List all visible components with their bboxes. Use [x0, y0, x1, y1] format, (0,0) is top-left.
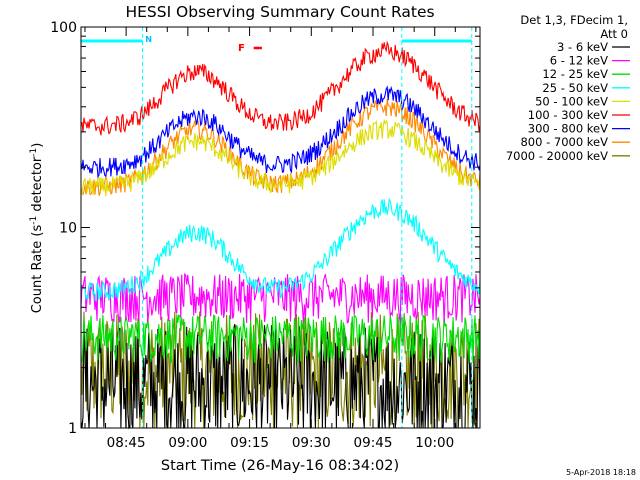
generation-date: 5-Apr-2018 18:18 [566, 468, 636, 477]
series-line-0 [80, 324, 481, 430]
y-tick-label-100: 100 [50, 20, 77, 36]
data-layer: NF [80, 27, 481, 430]
axes: 1 10 100 08:45 09:00 09:15 09:30 09:45 10:00 [50, 20, 481, 451]
x-tick-label-0945: 09:45 [354, 435, 393, 451]
series-line-1 [80, 272, 481, 324]
series-line-3 [80, 197, 481, 301]
legend-header-2: Att 0 [600, 27, 628, 41]
legend-label-6: 300 - 800 keV [528, 122, 608, 136]
legend-label-0: 3 - 6 keV [557, 40, 608, 54]
y-axis-label: Count Rate (s-1 detector-1) [29, 143, 45, 314]
x-tick-label-0845: 08:45 [107, 435, 146, 451]
legend-label-1: 6 - 12 keV [550, 54, 608, 68]
y-tick-label-1: 1 [68, 421, 77, 437]
x-axis-label: Start Time (26-May-16 08:34:02) [161, 458, 399, 474]
legend-label-4: 50 - 100 keV [535, 94, 608, 108]
x-tick-label-0900: 09:00 [168, 435, 207, 451]
series-line-6 [80, 85, 481, 179]
annotation-label-1: F [238, 43, 245, 54]
x-tick-label-0930: 09:30 [292, 435, 331, 451]
y-tick-label-10: 10 [59, 221, 77, 237]
legend-label-8: 7000 - 20000 keV [506, 149, 608, 163]
series-line-5 [80, 40, 481, 136]
chart-title: HESSI Observing Summary Count Rates [125, 3, 434, 21]
legend-label-3: 25 - 50 keV [542, 81, 608, 95]
legend-label-2: 12 - 25 keV [542, 67, 608, 81]
annotation-label-0: N [145, 35, 152, 44]
legend-label-5: 100 - 300 keV [528, 108, 608, 122]
legend-label-7: 800 - 7000 keV [520, 135, 608, 149]
legend-header-1: Det 1,3, FDecim 1, [520, 13, 628, 27]
x-tick-label-1000: 10:00 [415, 435, 454, 451]
series-line-4 [80, 118, 481, 197]
x-tick-label-0915: 09:15 [230, 435, 269, 451]
